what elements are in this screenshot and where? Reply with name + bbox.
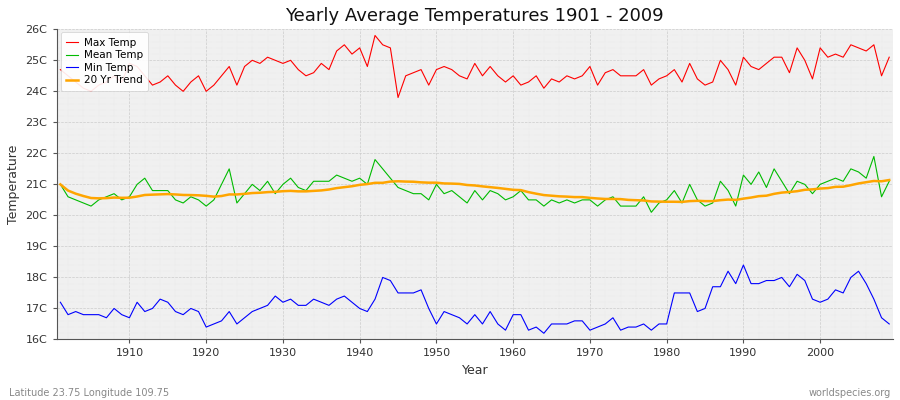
- Min Temp: [116, 312, 127, 317]
- Line: Mean Temp: Mean Temp: [60, 156, 889, 212]
- Max Temp: [523, 80, 534, 84]
- X-axis label: Year: Year: [462, 364, 488, 377]
- Min Temp: [331, 297, 342, 302]
- Line: Max Temp: Max Temp: [60, 36, 889, 98]
- Mean Temp: [55, 182, 66, 187]
- Min Temp: [508, 312, 518, 317]
- Min Temp: [538, 331, 549, 336]
- Text: Latitude 23.75 Longitude 109.75: Latitude 23.75 Longitude 109.75: [9, 388, 169, 398]
- Max Temp: [884, 55, 895, 60]
- 20 Yr Trend: [677, 200, 688, 204]
- Mean Temp: [646, 210, 657, 215]
- 20 Yr Trend: [508, 188, 518, 192]
- Min Temp: [738, 263, 749, 268]
- 20 Yr Trend: [116, 196, 127, 200]
- 20 Yr Trend: [285, 188, 296, 193]
- 20 Yr Trend: [600, 196, 611, 201]
- Mean Temp: [600, 198, 611, 202]
- Line: 20 Yr Trend: 20 Yr Trend: [60, 180, 889, 202]
- 20 Yr Trend: [331, 186, 342, 190]
- Legend: Max Temp, Mean Temp, Min Temp, 20 Yr Trend: Max Temp, Mean Temp, Min Temp, 20 Yr Tre…: [60, 32, 148, 91]
- Mean Temp: [508, 194, 518, 199]
- Min Temp: [608, 315, 618, 320]
- Max Temp: [116, 80, 127, 84]
- 20 Yr Trend: [55, 182, 66, 187]
- Mean Temp: [500, 198, 511, 202]
- Max Temp: [331, 48, 342, 53]
- Max Temp: [55, 67, 66, 72]
- Mean Temp: [116, 198, 127, 202]
- Title: Yearly Average Temperatures 1901 - 2009: Yearly Average Temperatures 1901 - 2009: [285, 7, 664, 25]
- Max Temp: [516, 83, 526, 88]
- Max Temp: [392, 95, 403, 100]
- Min Temp: [884, 322, 895, 326]
- Y-axis label: Temperature: Temperature: [7, 145, 20, 224]
- Min Temp: [55, 300, 66, 305]
- Mean Temp: [868, 154, 879, 159]
- Mean Temp: [331, 173, 342, 178]
- 20 Yr Trend: [884, 178, 895, 182]
- Max Temp: [285, 58, 296, 63]
- Mean Temp: [884, 179, 895, 184]
- Mean Temp: [285, 176, 296, 180]
- Min Temp: [285, 297, 296, 302]
- Max Temp: [370, 33, 381, 38]
- Max Temp: [616, 74, 626, 78]
- Text: worldspecies.org: worldspecies.org: [809, 388, 891, 398]
- 20 Yr Trend: [500, 186, 511, 191]
- Line: Min Temp: Min Temp: [60, 265, 889, 333]
- Min Temp: [500, 328, 511, 332]
